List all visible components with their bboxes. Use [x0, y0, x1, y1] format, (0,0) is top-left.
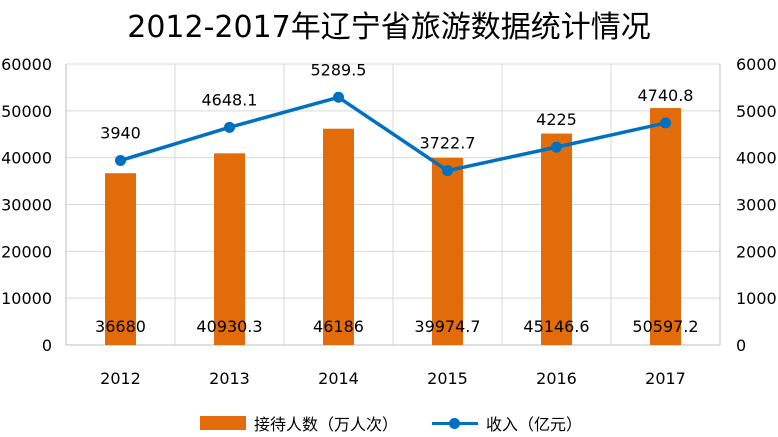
- line-point: [551, 141, 562, 153]
- y-left-tick-label: 10000: [1, 289, 52, 308]
- y-right-tick-label: 6000: [736, 55, 777, 74]
- y-right-tick-label: 4000: [736, 149, 777, 168]
- line-value-label: 4225: [536, 110, 577, 129]
- legend: 接待人数（万人次） 收入（亿元）: [200, 412, 680, 434]
- y-left-tick-label: 50000: [1, 102, 52, 121]
- bar: [323, 128, 354, 345]
- x-tick-label: 2016: [536, 369, 577, 388]
- line-point: [660, 117, 671, 129]
- legend-item-bar[interactable]: 接待人数（万人次）: [200, 411, 398, 435]
- legend-line-label: 收入（亿元）: [486, 415, 583, 434]
- line-value-label: 3722.7: [420, 134, 476, 153]
- bar-value-label: 46186: [313, 317, 364, 336]
- bar-value-label: 39974.7: [414, 317, 480, 336]
- bar: [214, 153, 245, 345]
- bar-value-labels: 36680 40930.3 46186 39974.7 45146.6 50597.2: [95, 317, 699, 336]
- bar-value-label: 36680: [95, 317, 146, 336]
- bar-value-label: 50597.2: [632, 317, 698, 336]
- line-series: [115, 91, 671, 177]
- y-left-tick-label: 20000: [1, 242, 52, 261]
- y-right-tick-label: 0: [736, 336, 746, 355]
- x-tick-label: 2013: [209, 369, 250, 388]
- line-value-labels: 3940 4648.1 5289.5 3722.7 4225 4740.8: [100, 60, 693, 152]
- y-left-tick-label: 40000: [1, 149, 52, 168]
- bar-series: [105, 108, 681, 346]
- bar: [105, 173, 136, 345]
- axes: [65, 64, 721, 346]
- bar: [432, 157, 463, 345]
- line-value-label: 4740.8: [638, 86, 694, 105]
- y-right-tick-label: 5000: [736, 102, 777, 121]
- y-left-tick-label: 0: [42, 336, 52, 355]
- line-value-label: 3940: [100, 123, 141, 142]
- line-value-label: 5289.5: [311, 60, 367, 79]
- chart-title: 2012-2017年辽宁省旅游数据统计情况: [127, 10, 651, 45]
- line-point: [442, 165, 453, 177]
- x-tick-label: 2015: [427, 369, 468, 388]
- x-tick-label: 2017: [645, 369, 686, 388]
- y-left-tick-label: 30000: [1, 196, 52, 215]
- x-tick-label: 2012: [100, 369, 141, 388]
- legend-bar-swatch: [200, 416, 246, 430]
- line-point: [333, 91, 344, 103]
- legend-item-line[interactable]: 收入（亿元）: [432, 411, 582, 435]
- bar: [541, 133, 572, 345]
- x-tick-label: 2014: [318, 369, 359, 388]
- y-right-tick-label: 1000: [736, 289, 777, 308]
- line-value-label: 4648.1: [202, 90, 258, 109]
- line-point: [224, 121, 235, 133]
- y-right-tick-label: 2000: [736, 242, 777, 261]
- bar: [650, 108, 681, 346]
- gridlines: [65, 63, 721, 346]
- y-right-tick-label: 3000: [736, 196, 777, 215]
- line-point: [115, 154, 126, 166]
- legend-bar-label: 接待人数（万人次）: [254, 415, 399, 434]
- y-left-tick-label: 60000: [1, 55, 52, 74]
- legend-line-swatch: [432, 416, 479, 430]
- bar-value-label: 40930.3: [196, 317, 262, 336]
- line-series-path: [119, 95, 666, 173]
- bar-value-label: 45146.6: [523, 317, 589, 336]
- tick-labels: 0 0 10000 1000 20000 2000 30000 3000 40000 4000 50…: [1, 55, 777, 388]
